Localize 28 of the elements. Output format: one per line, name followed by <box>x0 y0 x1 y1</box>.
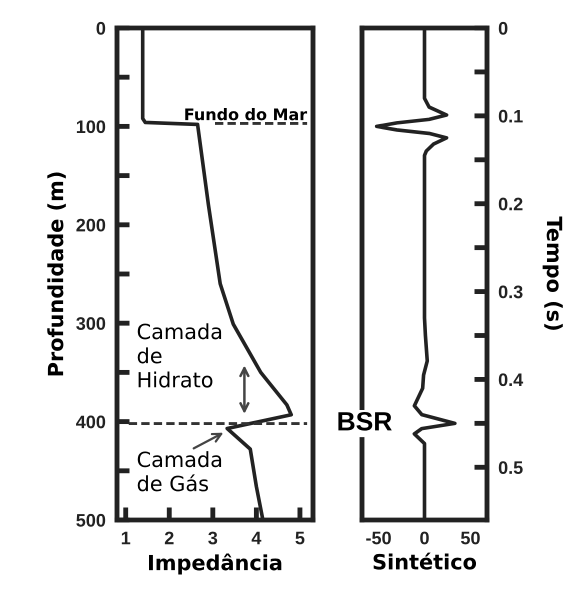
y-axis-title: Tempo (s) <box>542 216 563 330</box>
ref-line-label: Fundo do Mar <box>185 108 308 120</box>
annotation: Camada de Gás <box>138 451 222 492</box>
x-tick-label: -50 <box>366 532 391 544</box>
x-tick-label: 0 <box>420 532 429 544</box>
y-tick-label: 100 <box>76 120 106 134</box>
y-tick-label: 300 <box>76 317 106 330</box>
y-tick-label: 400 <box>76 416 106 428</box>
y-tick-label: 0.5 <box>498 461 523 474</box>
x-axis-title: Impedância <box>148 554 282 574</box>
y-tick-label: 0 <box>498 22 508 35</box>
x-tick-label: 2 <box>164 532 174 544</box>
y-tick-label: 0.3 <box>498 286 523 298</box>
x-tick-label: 5 <box>295 532 304 544</box>
y-tick-label: 200 <box>76 218 106 232</box>
annotation: BSR <box>338 412 392 431</box>
x-tick-label: 50 <box>460 532 480 544</box>
x-tick-label: 1 <box>122 532 130 544</box>
x-tick-label: 3 <box>208 532 218 544</box>
y-axis-title: Profundidade (m) <box>47 172 66 376</box>
x-axis-title: Sintético <box>374 552 476 570</box>
y-tick-label: 0.2 <box>498 198 522 210</box>
y-tick-label: 500 <box>76 514 106 527</box>
y-tick-label: 0 <box>96 22 106 35</box>
y-tick-label: 0.4 <box>498 373 524 386</box>
x-tick-label: 4 <box>252 532 262 544</box>
annotation: Camada de Hidrato <box>138 323 222 388</box>
y-tick-label: 0.1 <box>498 110 523 123</box>
